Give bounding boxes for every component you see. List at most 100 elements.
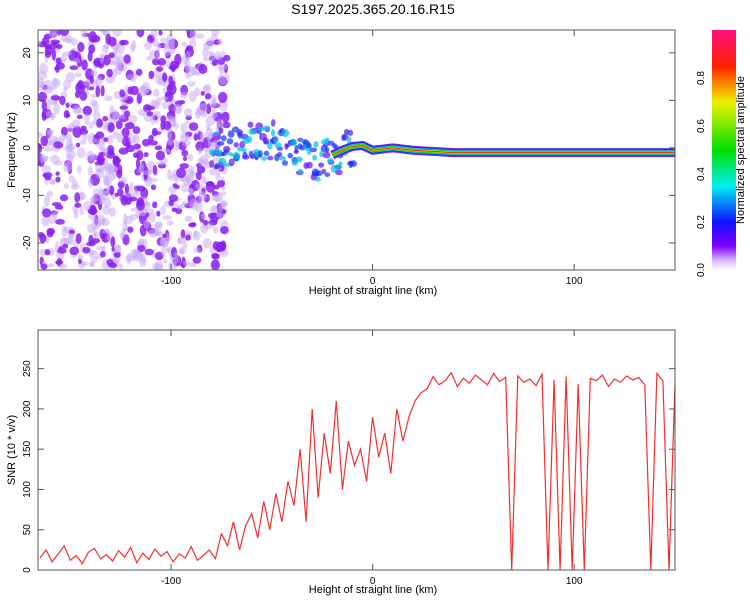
ridge-blob [306,161,313,169]
noise-blob [79,139,87,145]
y-tick-label: 0 [22,145,33,151]
ridge-blob [281,129,290,137]
y-tick-label: 150 [22,440,33,457]
noise-blob [155,50,160,60]
noise-blob [88,213,97,221]
colorbar-label: Normalized spectral amplitude [735,76,747,224]
noise-blob [98,194,105,205]
noise-blob [148,134,154,142]
ridge-blob [306,150,312,155]
noise-blob [102,115,109,122]
noise-blob [124,122,135,130]
noise-blob [113,251,121,258]
spectral-ridge [332,144,675,156]
noise-blob [121,127,130,138]
colorbar-tick-label: 0.6 [696,119,707,133]
noise-blob [204,128,214,140]
noise-blob [188,261,197,268]
x-axis-label-top: Height of straight line (km) [309,285,437,297]
noise-blob [187,80,196,87]
noise-blob [101,30,112,36]
noise-blob [182,242,188,249]
noise-blob [145,56,152,61]
noise-blob [187,153,194,162]
noise-blob [127,114,138,124]
noise-blob [141,138,151,147]
colorbar [712,30,736,270]
noise-blob [58,246,64,251]
noise-blob [195,33,205,40]
ridge-blob [218,157,227,166]
noise-blob [100,85,105,97]
noise-blob [115,120,123,130]
noise-blob [146,160,155,173]
noise-blob [137,108,146,117]
noise-blob [80,261,89,266]
noise-blob [130,248,139,258]
noise-blob [76,114,83,120]
noise-blob [188,122,199,131]
noise-blob [130,85,139,96]
noise-blob [200,175,208,185]
noise-blob [184,120,190,125]
noise-blob [161,101,170,110]
noise-blob [63,79,71,90]
noise-blob [173,103,182,115]
noise-blob [150,113,155,125]
ridge-blob [242,151,248,159]
ridge-blob [334,164,341,170]
x-tick-label: 0 [370,576,376,587]
noise-blob [190,222,197,227]
ridge-blob [213,131,219,137]
noise-blob [75,82,86,94]
noise-blob [48,42,58,50]
noise-blob [160,205,166,215]
noise-blob [90,153,98,161]
noise-blob [88,234,94,246]
chart-title: S197.2025.365.20.16.R15 [291,1,455,17]
noise-blob [54,204,64,210]
noise-blob [41,164,51,175]
noise-blob [89,197,99,202]
ridge-blob [274,142,282,149]
noise-blob [166,128,173,141]
noise-blob [49,30,55,38]
ridge-blob [294,144,299,153]
noise-blob [89,250,95,259]
noise-blob [194,86,200,97]
ridge-blob [341,134,346,141]
noise-blob [79,205,84,216]
noise-blob [208,168,218,176]
ridge-blob [217,141,225,146]
noise-blob [168,194,179,203]
noise-blob [81,132,88,141]
noise-blob [185,73,191,80]
noise-blob [176,236,183,245]
noise-blob [151,58,160,66]
noise-blob [220,226,229,235]
ridge-blob [299,144,305,151]
noise-blob [136,150,144,161]
noise-blob [53,103,60,115]
noise-blob [103,197,112,209]
noise-blob [129,181,134,194]
noise-blob [181,149,189,157]
noise-blob [93,231,99,237]
noise-blob [154,145,163,151]
noise-blob [218,66,225,75]
noise-blob [108,207,116,217]
noise-blob [59,35,69,42]
ridge-blob [209,159,215,168]
noise-blob [38,81,46,92]
ridge-blob [261,156,268,162]
ridge-blob [258,150,263,158]
noise-blob [160,96,169,101]
noise-blob [148,212,156,223]
ridge-blob [267,155,274,161]
noise-blob [208,99,219,108]
y-axis-label-bottom: SNR (10 * v/v) [6,415,18,485]
spectrogram [38,30,675,270]
noise-blob [156,66,164,72]
noise-blob [216,212,226,218]
noise-blob [178,248,187,254]
